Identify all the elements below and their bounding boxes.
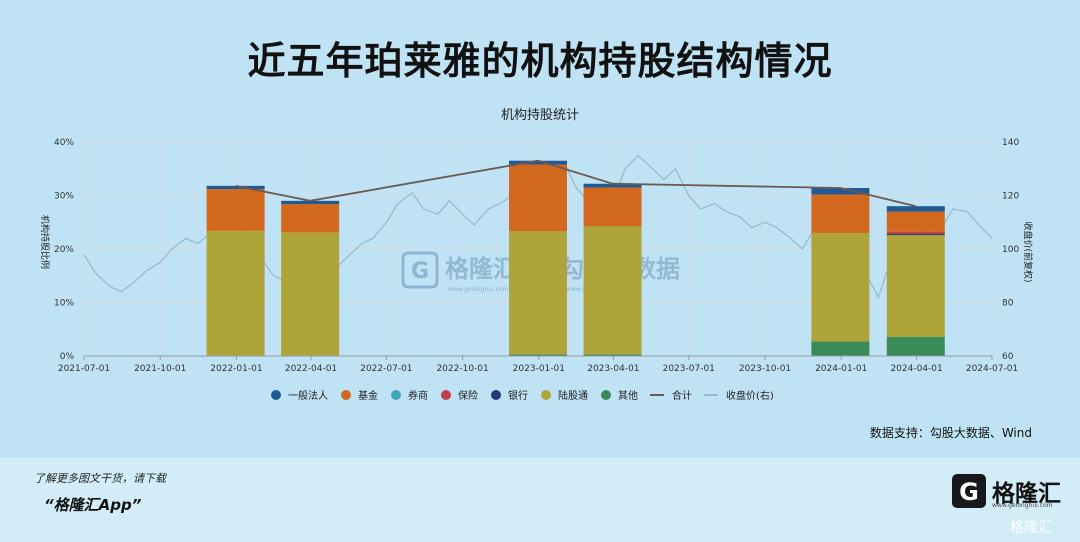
- y-left-tick-label: 30%: [54, 192, 74, 202]
- x-tick-label: 2023-07-01: [663, 364, 715, 374]
- chart-title: 机构持股统计: [501, 108, 579, 123]
- bar-segment: [509, 354, 567, 356]
- x-tick-label: 2023-10-01: [739, 364, 791, 374]
- y-left-tick-label: 0%: [60, 352, 75, 362]
- y-left-tick-label: 10%: [54, 299, 74, 309]
- legend-marker: [601, 390, 611, 400]
- bar-segment: [509, 160, 567, 165]
- bar-segment: [281, 200, 340, 205]
- bar-segment: [583, 183, 642, 188]
- institutional-holdings-chart: 机构持股统计 G格隆汇www.gelonghui.com|勾股大数据www.go…: [39, 108, 1034, 402]
- legend-label: 其他: [618, 389, 638, 402]
- chart-panel: 机构持股统计 G格隆汇www.gelonghui.com|勾股大数据www.go…: [20, 92, 1060, 454]
- legend-label: 合计: [672, 389, 692, 402]
- x-tick-label: 2022-04-01: [285, 364, 337, 374]
- bar-segment: [886, 231, 945, 235]
- legend-label: 收盘价(右): [726, 389, 774, 402]
- y-left-axis-label: 机构持股比例: [39, 215, 51, 269]
- bar-segment: [281, 232, 340, 356]
- bar-segment: [811, 188, 870, 195]
- bar-segment: [886, 206, 945, 212]
- bar-segment: [886, 234, 945, 236]
- y-right-tick-label: 80: [1002, 299, 1014, 309]
- legend-label: 券商: [408, 389, 428, 402]
- legend-marker: [491, 390, 501, 400]
- legend-label: 银行: [508, 389, 528, 402]
- bar-segment: [509, 231, 567, 355]
- logo-name: 格隆汇: [992, 481, 1061, 507]
- legend-marker: [391, 390, 401, 400]
- bar-segment: [583, 225, 642, 355]
- x-tick-label: 2023-01-01: [513, 364, 565, 374]
- logo-url: www.gelonghui.com: [992, 502, 1053, 509]
- legend-label: 保险: [458, 389, 478, 402]
- legend-marker: [341, 390, 351, 400]
- logo-mark: G: [959, 478, 979, 506]
- x-tick-label: 2024-07-01: [966, 364, 1018, 374]
- watermark-logo-icon: [401, 251, 439, 289]
- legend-marker: [541, 390, 551, 400]
- bar-segment: [886, 235, 945, 337]
- total-line: [235, 159, 917, 208]
- bar-segment: [811, 232, 870, 342]
- legend-label: 基金: [358, 389, 378, 402]
- bar-segment: [583, 187, 642, 226]
- legend-label: 一般法人: [288, 389, 328, 402]
- footer-app-name[interactable]: “格隆汇App”: [44, 496, 142, 514]
- bar-segment: [583, 354, 642, 356]
- x-tick-label: 2022-10-01: [436, 364, 488, 374]
- watermark-url: www.gelonghui.com: [448, 286, 509, 293]
- bar-segment: [811, 341, 870, 356]
- x-tick-label: 2023-04-01: [587, 364, 639, 374]
- legend-marker: [441, 390, 451, 400]
- x-tick-label: 2024-01-01: [815, 364, 867, 374]
- x-tick-label: 2022-07-01: [360, 364, 412, 374]
- bar-segment: [811, 194, 870, 233]
- y-left-tick-label: 20%: [54, 245, 74, 255]
- data-source: 数据支持：勾股大数据、Wind: [869, 426, 1032, 440]
- corner-watermark: 格隆汇: [1010, 520, 1052, 536]
- bar-segment: [886, 336, 945, 356]
- footer-note: 了解更多图文干货，请下载: [34, 472, 166, 485]
- x-tick-label: 2022-01-01: [210, 364, 262, 374]
- y-right-tick-label: 60: [1002, 352, 1014, 362]
- x-tick-label: 2021-07-01: [58, 364, 110, 374]
- x-tick-label: 2024-04-01: [890, 364, 942, 374]
- legend-label: 陆股通: [558, 389, 588, 402]
- watermark-logo-mark: G: [411, 259, 429, 284]
- watermark-text: 格隆汇: [445, 255, 517, 283]
- bar-segment: [509, 164, 567, 232]
- bar-segment: [886, 211, 945, 232]
- bar-segment: [281, 204, 340, 233]
- y-right-axis-label: 收盘价(前复权): [1022, 221, 1034, 282]
- y-left-tick-label: 40%: [54, 138, 74, 148]
- x-tick-label: 2021-10-01: [134, 364, 186, 374]
- y-right-tick-label: 100: [1002, 245, 1019, 255]
- y-right-tick-label: 140: [1002, 138, 1019, 148]
- bar-segment: [206, 185, 265, 190]
- page-title: 近五年珀莱雅的机构持股结构情况: [247, 39, 833, 83]
- legend-marker: [271, 390, 281, 400]
- bar-segment: [206, 189, 265, 231]
- gelonghui-logo-icon: G: [952, 474, 986, 508]
- y-right-tick-label: 120: [1002, 192, 1019, 202]
- footer-bar: [0, 458, 1080, 542]
- bar-segment: [206, 230, 265, 356]
